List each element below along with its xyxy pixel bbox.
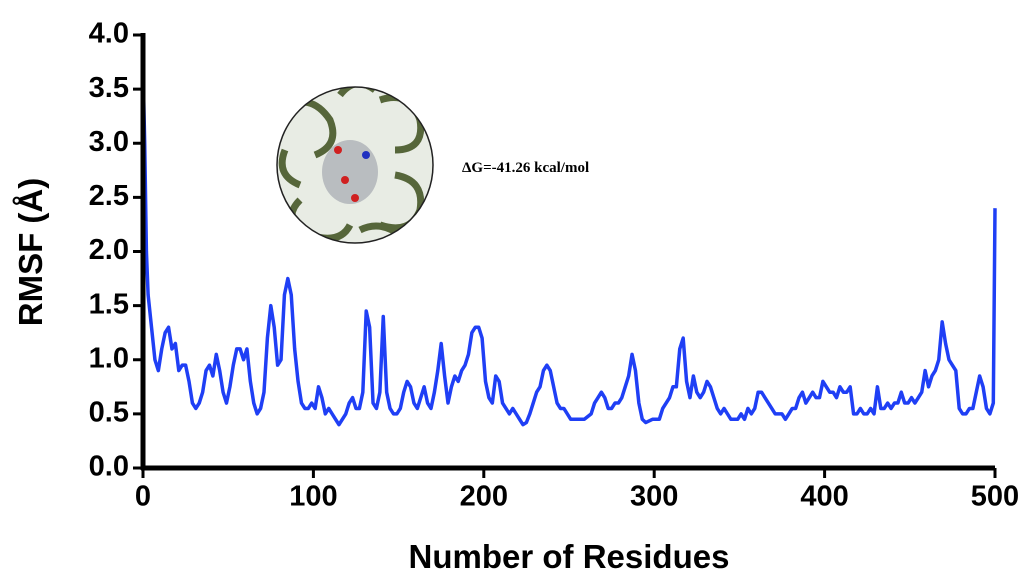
y-tick-label: 2.0 [89, 234, 129, 266]
x-tick-label: 500 [971, 481, 1019, 513]
y-tick-label: 1.5 [89, 288, 129, 320]
annotation: ΔG=-41.26 kcal/mol [462, 160, 589, 176]
y-tick-label: 1.0 [89, 342, 129, 374]
inset-image [277, 84, 433, 243]
x-tick-label: 100 [289, 481, 337, 513]
x-tick-label: 200 [460, 481, 508, 513]
y-tick-label: 4.0 [89, 18, 129, 50]
y-tick-label: 0.0 [89, 451, 129, 483]
y-tick-label: 3.0 [89, 126, 129, 158]
y-axis-title: RMSF (Å) [12, 178, 49, 326]
x-tick-label: 300 [630, 481, 678, 513]
x-tick-label: 400 [800, 481, 848, 513]
line [143, 67, 995, 424]
y-tick-label: 0.5 [89, 397, 129, 429]
y-tick-label: 2.5 [89, 180, 129, 212]
x-axis-title: Number of Residues [409, 538, 730, 575]
chart: ΔG=-41.26 kcal/mol Number of Residues RM… [0, 0, 1022, 583]
y-tick-label: 3.5 [89, 72, 129, 104]
x-tick-label: 0 [135, 481, 151, 513]
